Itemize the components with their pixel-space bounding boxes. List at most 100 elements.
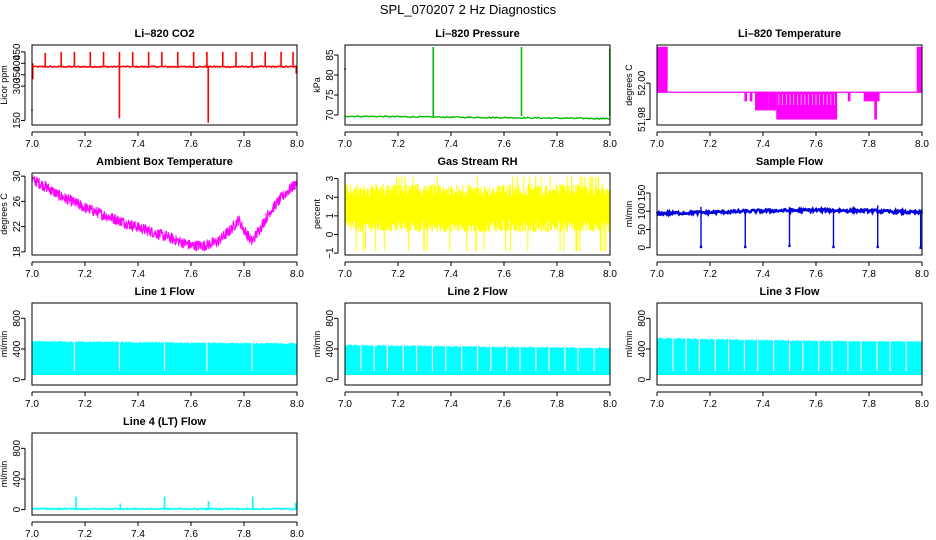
plot-frame (344, 302, 611, 386)
series-sample_flow (655, 205, 924, 249)
y-tick-label: 52.00 (637, 70, 648, 95)
y-axis-label: degrees C (624, 64, 634, 106)
x-tick-label: 7.6 (809, 399, 823, 410)
step-block (755, 92, 769, 111)
y-axis-label: percent (312, 198, 322, 229)
x-tick-label: 7.2 (78, 399, 92, 410)
x-tick-label: 8.0 (603, 269, 617, 280)
series-pressure (344, 47, 611, 120)
axes-rh: 7.0 7.2 7.4 7.6 7.8 8.0 −1 0 1 2 3 percent (312, 172, 617, 280)
x-tick-label: 7.2 (78, 139, 92, 150)
y-tick-label: 800 (325, 310, 336, 327)
plot-frame (656, 172, 923, 256)
x-tick-label: 7.2 (703, 139, 717, 150)
y-tick-label: 51.98 (637, 107, 648, 132)
x-tick-label: 7.8 (862, 269, 876, 280)
y-axis-label: ml/min (624, 331, 634, 358)
y-tick-label: 50 (637, 223, 648, 235)
x-tick-label: 7.0 (338, 399, 352, 410)
series-co2 (31, 51, 298, 123)
panel-title: Line 3 Flow (760, 286, 820, 298)
x-tick-label: 7.4 (756, 399, 770, 410)
y-axis-label: ml/min (0, 331, 9, 358)
x-tick-label: 7.8 (862, 399, 876, 410)
axes-pressure: 7.0 7.2 7.4 7.6 7.8 8.0 70 75 80 85 kPa (312, 44, 617, 150)
panel-title: Gas Stream RH (437, 156, 517, 168)
x-tick-label: 7.8 (237, 269, 251, 280)
data-point (876, 245, 879, 249)
step-block (664, 46, 668, 84)
y-tick-label: −1 (325, 247, 336, 259)
y-tick-label: 400 (325, 340, 336, 357)
series-line2 (344, 344, 611, 376)
y-tick-label: 400 (12, 55, 23, 72)
y-axis-label: degrees C (0, 193, 9, 235)
y-tick-label: 800 (637, 310, 648, 327)
x-tick-label: 7.6 (497, 139, 511, 150)
y-axis-label: ml/min (624, 201, 634, 228)
y-tick-label: 450 (12, 43, 23, 60)
y-tick-label: 0 (12, 376, 23, 382)
y-tick-label: 0 (325, 376, 336, 382)
x-tick-label: 7.2 (703, 399, 717, 410)
y-tick-label: 0 (637, 376, 648, 382)
y-tick-label: 70 (325, 109, 336, 121)
x-tick-label: 7.0 (25, 139, 39, 150)
x-tick-label: 7.4 (131, 399, 145, 410)
series-line1 (31, 340, 298, 376)
y-tick-label: 400 (12, 340, 23, 357)
x-tick-label: 7.8 (237, 139, 251, 150)
y-tick-label: 400 (12, 470, 23, 487)
plot-frame (344, 44, 611, 126)
x-tick-label: 7.4 (756, 269, 770, 280)
x-tick-label: 7.2 (78, 529, 92, 540)
x-tick-label: 7.0 (25, 529, 39, 540)
series-rh (344, 176, 611, 252)
panel-ambient_temp: 7.0 7.2 7.4 7.6 7.8 8.0 18 22 26 30 degrees C Ambie… (0, 156, 304, 280)
data-point (699, 245, 703, 249)
x-tick-label: 7.4 (444, 399, 458, 410)
x-tick-label: 7.0 (338, 139, 352, 150)
y-tick-label: 75 (325, 89, 336, 101)
step-block (744, 92, 748, 102)
panel-title: Li–820 Pressure (435, 28, 519, 40)
x-tick-label: 8.0 (603, 139, 617, 150)
x-tick-label: 8.0 (603, 399, 617, 410)
y-tick-label: 300 (12, 77, 23, 94)
series-ambient_temp (31, 175, 298, 252)
panel-title: Ambient Box Temperature (96, 156, 233, 168)
step-block (749, 92, 753, 102)
step-block (874, 92, 877, 120)
y-tick-label: 400 (637, 340, 648, 357)
plot-frame (344, 172, 611, 256)
step-block (768, 92, 777, 111)
figure-title: SPL_070207 2 Hz Diagnostics (380, 2, 557, 17)
y-tick-label: 18 (12, 246, 23, 258)
series-line (31, 65, 298, 69)
step-block (657, 46, 668, 93)
x-tick-label: 7.4 (131, 529, 145, 540)
x-tick-label: 7.6 (809, 139, 823, 150)
x-tick-label: 7.6 (497, 399, 511, 410)
x-tick-label: 7.0 (25, 399, 39, 410)
x-tick-label: 7.4 (444, 269, 458, 280)
y-axis-label: kPa (312, 77, 322, 93)
y-axis-label: ml/min (312, 331, 322, 358)
x-tick-label: 8.0 (915, 269, 929, 280)
step-block (916, 46, 922, 93)
plot-frame (31, 172, 298, 256)
x-tick-label: 7.6 (184, 139, 198, 150)
x-tick-label: 7.6 (184, 399, 198, 410)
x-tick-label: 7.8 (550, 269, 564, 280)
x-tick-label: 7.4 (444, 139, 458, 150)
x-tick-label: 7.0 (25, 269, 39, 280)
